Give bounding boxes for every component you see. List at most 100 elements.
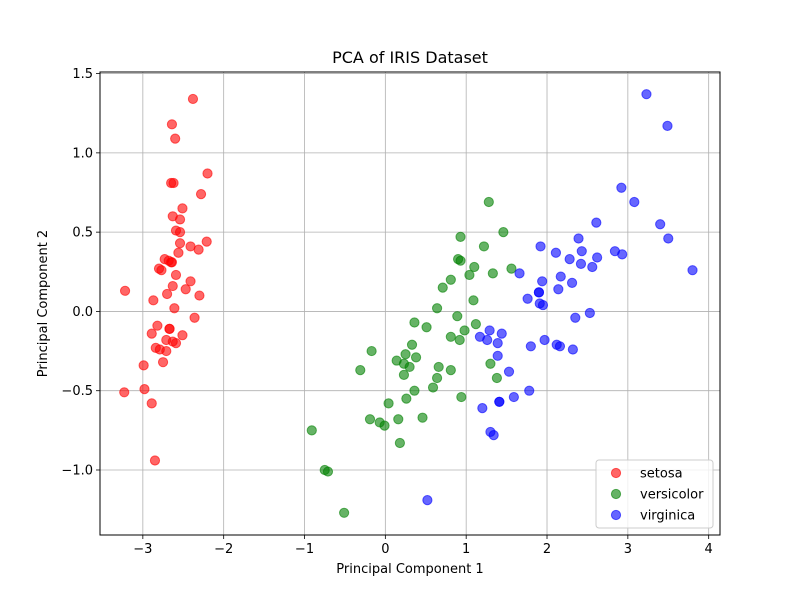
versicolor-point <box>431 372 443 384</box>
versicolor-point <box>456 391 467 403</box>
versicolor-point <box>417 412 428 423</box>
versicolor-point <box>455 231 466 243</box>
virginica-point <box>587 261 598 273</box>
virginica-point <box>522 293 533 304</box>
versicolor-point <box>433 361 444 373</box>
plot-frame <box>99 71 721 536</box>
setosa-point <box>119 387 130 398</box>
versicolor-point <box>404 361 415 373</box>
setosa-point <box>202 168 213 179</box>
virginica-point <box>567 344 578 355</box>
virginica-point <box>485 426 496 438</box>
legend-label-setosa: setosa <box>640 467 683 482</box>
x-tick-label: 4 <box>705 542 713 557</box>
versicolor-point <box>406 339 418 350</box>
virginica-point <box>534 298 545 309</box>
virginica-point <box>525 341 536 352</box>
versicolor-point <box>421 322 432 333</box>
setosa-point <box>148 295 159 306</box>
setosa-point <box>166 257 178 268</box>
legend-marker-virginica <box>610 509 622 521</box>
versicolor-point <box>452 254 464 265</box>
x-tick-label: −2 <box>214 542 233 557</box>
versicolor-point <box>506 263 517 274</box>
versicolor-point <box>391 355 402 366</box>
x-tick-label: −1 <box>295 542 314 557</box>
versicolor-point <box>393 414 404 425</box>
setosa-point <box>177 330 188 341</box>
virginica-point <box>553 284 564 295</box>
legend-marker-versicolor <box>610 488 622 500</box>
versicolor-point <box>394 437 405 449</box>
setosa-point <box>174 227 186 238</box>
versicolor-point <box>491 372 502 384</box>
versicolor-point <box>401 393 412 404</box>
virginica-point <box>591 217 602 228</box>
setosa-point <box>194 290 205 301</box>
setosa-point <box>187 93 199 105</box>
setosa-point <box>195 188 207 200</box>
setosa-point <box>161 345 172 357</box>
setosa-point <box>166 177 177 189</box>
versicolor-point <box>374 417 385 428</box>
x-tick-label: 3 <box>624 542 632 557</box>
virginica-point <box>477 403 488 414</box>
virginica-point <box>584 307 595 319</box>
setosa-point <box>139 384 150 395</box>
versicolor-point <box>400 349 411 360</box>
virginica-point <box>609 246 621 257</box>
legend-box <box>595 459 714 529</box>
virginica-point <box>484 325 495 336</box>
virginica-point <box>537 276 548 287</box>
versicolor-point <box>445 274 456 285</box>
versicolor-point <box>485 358 496 369</box>
versicolor-point <box>470 319 481 330</box>
virginica-point <box>503 366 515 377</box>
versicolor-point <box>445 331 456 342</box>
virginica-point <box>492 350 503 361</box>
versicolor-point <box>364 414 376 425</box>
setosa-point <box>201 236 212 247</box>
versicolor-point <box>464 269 475 281</box>
virginica-point <box>573 233 584 244</box>
y-tick-label: 1.5 <box>72 67 93 82</box>
setosa-point <box>170 133 181 144</box>
setosa-point <box>185 276 196 287</box>
chart-title: PCA of IRIS Dataset <box>332 48 488 67</box>
setosa-point <box>170 338 182 349</box>
versicolor-point <box>409 317 420 328</box>
virginica-point <box>641 89 652 100</box>
virginica-point <box>592 252 603 263</box>
virginica-point <box>575 258 587 269</box>
versicolor-point <box>452 311 463 322</box>
versicolor-point <box>459 325 470 336</box>
setosa-point <box>161 288 173 300</box>
versicolor-point <box>409 385 420 396</box>
virginica-point <box>555 271 566 282</box>
versicolor-point <box>445 364 456 376</box>
x-tick-label: −3 <box>133 542 152 557</box>
setosa-point <box>138 360 149 371</box>
virginica-point <box>422 495 433 506</box>
versicolor-point <box>410 352 422 363</box>
virginica-point <box>496 328 507 339</box>
legend-label-virginica: virginica <box>640 509 695 524</box>
setosa-point <box>166 119 178 130</box>
setosa-point <box>164 323 175 334</box>
versicolor-point <box>366 345 377 357</box>
virginica-point <box>576 246 587 257</box>
y-tick-label: 1.0 <box>72 146 93 161</box>
axis-ticks: −3 −2 −1 0 1 2 3 4 −1.0 −0.5 0.0 0.5 1.0 1.5 <box>61 67 712 557</box>
versicolor-point <box>483 196 494 208</box>
setosa-point <box>152 320 163 331</box>
virginica-point <box>474 331 486 342</box>
versicolor-point <box>454 334 465 346</box>
virginica-point <box>514 268 525 279</box>
versicolor-point <box>498 227 509 238</box>
setosa-point <box>174 214 186 225</box>
virginica-point <box>533 287 545 298</box>
virginica-point <box>554 341 566 352</box>
virginica-point <box>616 182 627 193</box>
